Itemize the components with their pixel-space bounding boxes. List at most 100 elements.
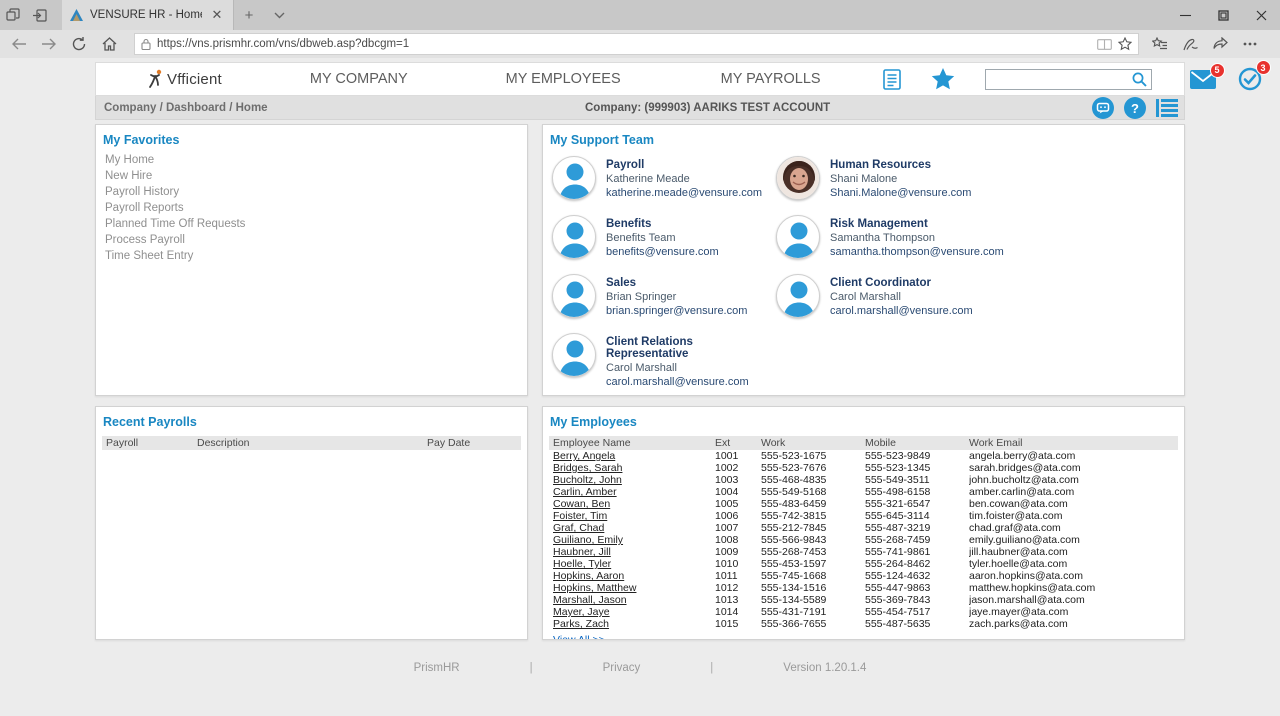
hub-icon[interactable] [1145,37,1175,51]
tab-preview-icon[interactable] [0,0,26,30]
footer-brand[interactable]: PrismHR [413,662,460,674]
my-employees-panel: My Employees Employee Name Ext Work Mobile W… [542,406,1185,640]
menu-list-icon[interactable] [1156,98,1178,118]
forward-icon[interactable] [34,38,64,50]
search-icon[interactable] [1132,72,1147,87]
footer-privacy-link[interactable]: Privacy [602,662,641,674]
nav-my-employees[interactable]: MY EMPLOYEES [505,71,621,87]
support-team-member[interactable]: Sales Brian Springer brian.springer@vensur… [552,274,776,318]
favorites-item[interactable]: Payroll History [105,186,180,198]
employee-row: Hopkins, Matthew 1012 555-134-1516 555-447-… [549,582,1178,594]
employee-cell: 555-134-5589 [761,594,827,606]
employee-name-link[interactable]: Mayer, Jaye [553,606,610,618]
member-info: Risk Management Samantha Thompson samantha… [830,215,1004,259]
home-icon[interactable] [94,37,124,51]
employee-cell: 555-453-1597 [761,558,827,570]
employee-cell: 1015 [715,618,739,630]
vfficient-logo[interactable]: Vfficient [146,68,222,90]
employee-name-link[interactable]: Parks, Zach [553,618,610,630]
employee-name-link[interactable]: Hopkins, Aaron [553,570,625,582]
employee-cell: 555-468-4835 [761,474,827,486]
favorites-item[interactable]: Time Sheet Entry [105,250,194,262]
member-role: Payroll [606,159,645,171]
employee-cell: 1013 [715,594,739,606]
employee-name-link[interactable]: Berry, Angela [553,450,616,462]
employee-name-link[interactable]: Foister, Tim [553,510,608,522]
annotate-pen-icon[interactable] [1175,37,1205,51]
new-tab-button[interactable]: + [244,6,254,24]
employee-row: Guiliano, Emily 1008 555-566-9843 555-268-7… [549,534,1178,546]
favorites-item[interactable]: Planned Time Off Requests [105,218,246,230]
support-team-member[interactable]: Human Resources Shani Malone Shani.Malone@… [776,156,1184,200]
support-team-member[interactable]: Benefits Benefits Team benefits@vensure.co… [552,215,776,259]
browser-toolbar: https://vns.prismhr.com/vns/dbweb.asp?db… [0,30,1280,58]
favorites-item[interactable]: Process Payroll [105,234,185,246]
approvals-badge: 3 [1255,60,1271,75]
approvals-icon[interactable]: 3 [1238,60,1271,91]
tab-title: VENSURE HR - Home [90,9,202,21]
notes-icon[interactable] [882,68,901,90]
employee-cell: 1006 [715,510,739,522]
employee-cell: 555-431-7191 [761,606,827,618]
favorite-star-icon[interactable] [1118,37,1132,51]
refresh-icon[interactable] [64,37,94,51]
employee-name-link[interactable]: Bridges, Sarah [553,462,623,474]
employee-cell: 555-483-6459 [761,498,827,510]
employee-cell: 555-264-8462 [865,558,931,570]
employee-name-link[interactable]: Carlin, Amber [553,486,617,498]
chat-icon[interactable] [1092,96,1114,119]
member-photo-avatar [776,156,820,200]
breadcrumb[interactable]: Company / Dashboard / Home [104,101,268,114]
employee-name-link[interactable]: Guiliano, Emily [553,534,624,546]
help-icon[interactable]: ? [1124,96,1146,119]
employee-name-link[interactable]: Marshall, Jason [553,594,627,606]
favorites-item[interactable]: New Hire [105,170,153,182]
reading-view-icon[interactable] [1097,38,1112,50]
member-name: Benefits Team [606,232,676,244]
member-name: Carol Marshall [830,291,901,303]
employee-name-link[interactable]: Haubner, Jill [553,546,611,558]
employee-cell: 555-487-5635 [865,618,931,630]
support-team-member[interactable]: Payroll Katherine Meade katherine.meade@ve… [552,156,776,200]
search-input[interactable] [989,73,1132,85]
favorites-item[interactable]: My Home [105,154,155,166]
employee-cell: 1005 [715,498,739,510]
share-icon[interactable] [1205,37,1235,51]
employee-cell: jason.marshall@ata.com [969,594,1085,606]
recent-payrolls-panel: Recent Payrolls Payroll Description Pay Da… [95,406,528,640]
messages-icon[interactable]: 5 [1189,62,1225,89]
close-button[interactable] [1242,0,1280,30]
tab-close-icon[interactable]: ✕ [211,7,223,22]
employee-cell: 555-549-5168 [761,486,827,498]
support-team-member[interactable]: Client Coordinator Carol Marshall carol.ma… [776,274,1184,318]
browser-tab[interactable]: VENSURE HR - Home ✕ [62,0,234,30]
employee-cell: angela.berry@ata.com [969,450,1076,462]
favorites-item[interactable]: Payroll Reports [105,202,184,214]
nav-my-company[interactable]: MY COMPANY [309,71,408,87]
employee-cell: tim.foister@ata.com [969,510,1063,522]
tab-chevron-icon[interactable] [264,0,294,30]
more-menu-icon[interactable] [1235,37,1265,51]
employee-name-link[interactable]: Graf, Chad [553,522,605,534]
support-team-member[interactable]: Risk Management Samantha Thompson samantha… [776,215,1184,259]
maximize-button[interactable] [1204,0,1242,30]
employee-name-link[interactable]: Cowan, Ben [553,498,611,510]
address-bar[interactable]: https://vns.prismhr.com/vns/dbweb.asp?db… [134,33,1139,55]
nav-my-payrolls[interactable]: MY PAYROLLS [720,71,821,87]
search-box[interactable] [984,68,1152,90]
employee-cell: 1011 [715,570,738,582]
favorites-star-icon[interactable] [931,67,955,91]
view-all-link[interactable]: View All >> [553,634,605,640]
employee-cell: 555-549-3511 [865,474,930,486]
employee-row: Berry, Angela 1001 555-523-1675 555-523-984… [549,450,1178,462]
back-icon[interactable] [4,38,34,50]
support-team-member[interactable]: Client Relations Representative Carol Mar… [552,333,776,388]
employee-name-link[interactable]: Hopkins, Matthew [553,582,637,594]
footer-version: Version 1.20.1.4 [783,662,867,674]
minimize-button[interactable] [1166,0,1204,30]
set-tabs-aside-icon[interactable] [26,0,52,30]
url-text[interactable]: https://vns.prismhr.com/vns/dbweb.asp?db… [157,38,410,50]
employee-name-link[interactable]: Bucholtz, John [553,474,622,486]
person-avatar-icon [552,333,596,377]
employee-name-link[interactable]: Hoelle, Tyler [553,558,612,570]
